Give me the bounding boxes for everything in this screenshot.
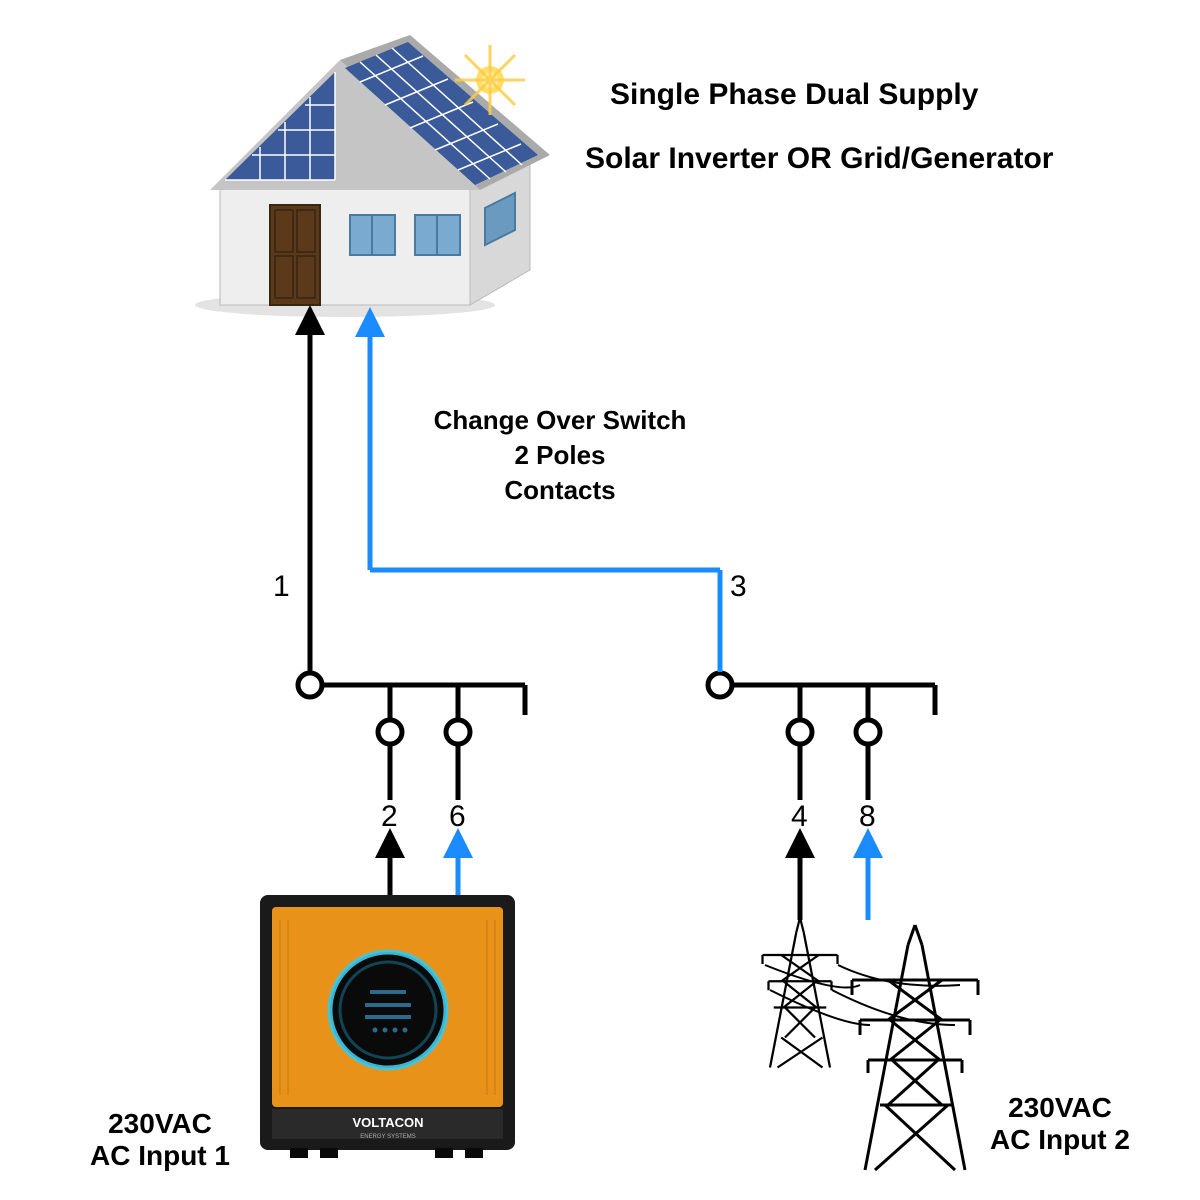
input2-line2: AC Input 2 xyxy=(970,1124,1150,1156)
house-icon xyxy=(195,35,550,317)
input1-line1: 230VAC xyxy=(70,1108,250,1140)
inverter-brand-text: VOLTACON xyxy=(352,1115,423,1130)
wiring-black xyxy=(298,320,525,800)
switch-label-2: 2 Poles xyxy=(410,440,710,471)
switch-label-1: Change Over Switch xyxy=(410,405,710,436)
grid-arrows xyxy=(800,843,868,920)
terminal-4-label: 4 xyxy=(791,800,808,834)
inverter-arrows xyxy=(390,843,458,895)
pylons-icon xyxy=(763,918,979,1171)
inverter-icon: VOLTACON ENERGY SYSTEMS xyxy=(260,895,515,1158)
terminal-6-label: 6 xyxy=(449,800,466,834)
wiring-black-right xyxy=(708,673,935,800)
input2-line1: 230VAC xyxy=(970,1092,1150,1124)
input1-line2: AC Input 1 xyxy=(70,1140,250,1172)
inverter-subbrand-text: ENERGY SYSTEMS xyxy=(360,1134,416,1140)
title-line1: Single Phase Dual Supply xyxy=(610,78,978,112)
title-line2: Solar Inverter OR Grid/Generator xyxy=(585,142,1053,176)
switch-label-3: Contacts xyxy=(410,475,710,506)
terminal-1-label: 1 xyxy=(273,570,290,604)
terminal-3-label: 3 xyxy=(730,570,747,604)
terminal-2-label: 2 xyxy=(381,800,398,834)
terminal-8-label: 8 xyxy=(859,800,876,834)
